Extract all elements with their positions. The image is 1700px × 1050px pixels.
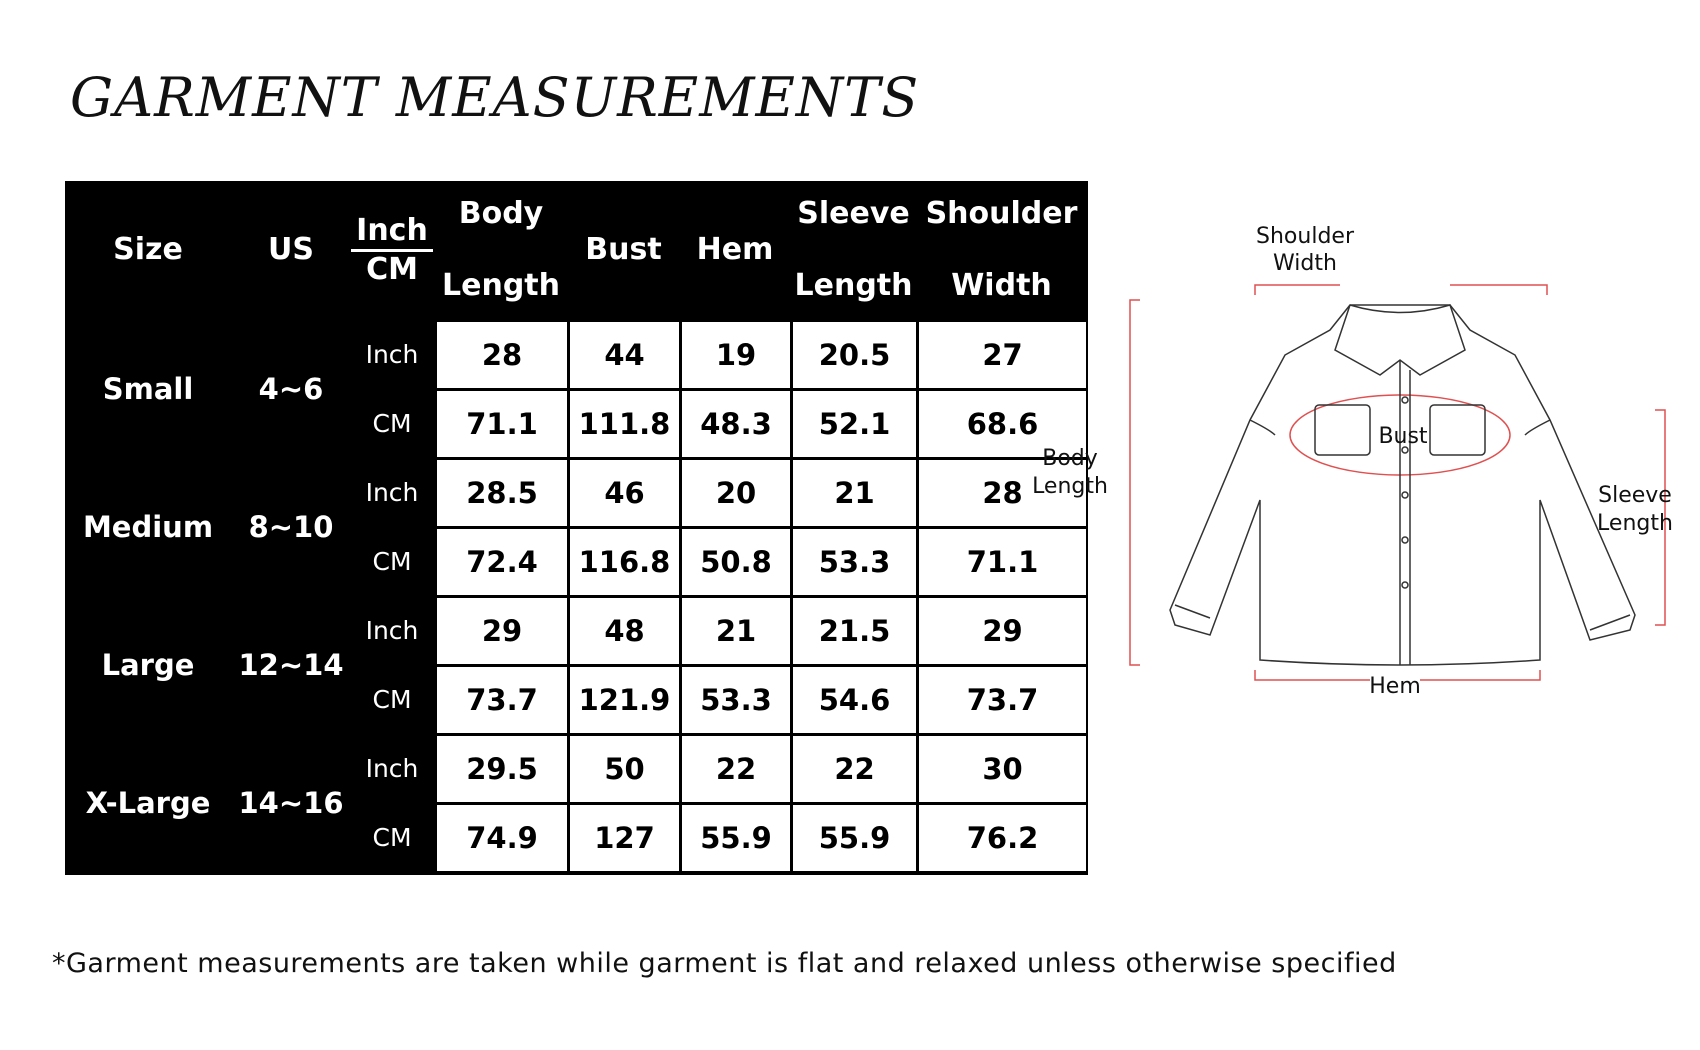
header-text: Width [951,268,1052,303]
measurement-cell: 22 [793,736,916,802]
measurement-cell: 55.9 [793,805,916,871]
measure-lines [1129,284,1666,681]
measurement-cell: 74.9 [437,805,567,871]
header-text: Size [113,232,183,267]
header-text: Length [794,268,913,303]
size-label: Large [101,648,195,683]
measurement-cell: 21 [682,598,790,664]
header-text: Body [458,196,544,231]
measurement-cell: 48 [570,598,679,664]
measurement-cell: 28 [437,322,567,388]
measurement-cell: 76.2 [919,805,1086,871]
measurement-cell: 44 [570,322,679,388]
column-header: Sleeve Length [792,181,915,319]
measurement-cell: 53.3 [682,667,790,733]
measurement-cell: 55.9 [682,805,790,871]
header-unit-cm: CM [366,251,418,287]
measurement-cell: 29.5 [437,736,567,802]
measurement-cell: 48.3 [682,391,790,457]
measurement-cell: 29 [919,598,1086,664]
header-unit-inch: Inch [351,213,433,252]
header-text: Sleeve [797,196,910,231]
unit-label: Inch [365,616,419,645]
size-label: Medium [82,510,214,545]
measurement-cell: 27 [919,322,1086,388]
shoulder-width-label-2: Width [1273,251,1337,276]
measurement-cell: 116.8 [570,529,679,595]
sleeve-length-label-2: Length [1597,511,1673,536]
measurement-cell: 68.6 [919,391,1086,457]
measurement-cell: 111.8 [570,391,679,457]
measurement-cell: 71.1 [437,391,567,457]
measurement-cell: 20 [682,460,790,526]
column-header: Hem [681,181,789,319]
measurement-cell: 54.6 [793,667,916,733]
footnote: *Garment measurements are taken while ga… [52,948,1397,979]
page-title: GARMENT MEASUREMENTS [70,66,920,129]
us-size-label: 14~16 [238,786,344,821]
bust-label: Bust [1378,424,1427,449]
measurement-cell: 21 [793,460,916,526]
header-text: US [268,232,314,267]
unit-label: CM [372,823,412,852]
measurement-cell: 73.7 [437,667,567,733]
measurement-cell: 121.9 [570,667,679,733]
column-header: Bust [569,181,678,319]
header-unit: Inch CM [351,181,433,319]
measurement-cell: 71.1 [919,529,1086,595]
measurement-cell: 46 [570,460,679,526]
header-text: Shoulder [925,196,1078,231]
unit-label: CM [372,547,412,576]
jacket-outline [1169,304,1636,666]
column-header: US [234,181,348,319]
body-length-label: Body [1042,446,1098,471]
measurement-cell: 72.4 [437,529,567,595]
unit-label: Inch [365,478,419,507]
measurement-cell: 28 [919,460,1086,526]
measurement-cell: 50.8 [682,529,790,595]
body-length-label-2: Length [1032,474,1108,499]
size-label: X-Large [85,786,211,821]
size-label: Small [102,372,194,407]
unit-label: CM [372,685,412,714]
unit-label: Inch [365,340,419,369]
column-header: Body Length [436,181,566,319]
sleeve-length-label: Sleeve [1598,483,1672,508]
shoulder-width-label: Shoulder [1256,224,1355,249]
unit-label: Inch [365,754,419,783]
header-text: Bust [585,232,662,267]
size-chart-table: Size US Inch CM Body Length Bust Hem Sleeve Lengt… [65,181,1088,875]
measurement-cell: 127 [570,805,679,871]
column-header: Shoulder Width [918,181,1085,319]
measurement-cell: 29 [437,598,567,664]
hem-label: Hem [1369,674,1421,699]
measurement-cell: 30 [919,736,1086,802]
measurement-cell: 20.5 [793,322,916,388]
measurement-cell: 19 [682,322,790,388]
header-text: Length [442,268,560,303]
jacket-diagram: Shoulder Width Body Length Sleeve Length… [1032,224,1673,699]
measurement-cell: 28.5 [437,460,567,526]
measurement-cell: 22 [682,736,790,802]
measurement-cell: 50 [570,736,679,802]
measurement-cell: 53.3 [793,529,916,595]
measurement-cell: 21.5 [793,598,916,664]
us-size-label: 4~6 [258,372,324,407]
unit-label: CM [372,409,412,438]
header-text: Hem [696,232,774,267]
measurement-cell: 52.1 [793,391,916,457]
us-size-label: 8~10 [248,510,334,545]
column-header: Size [65,181,231,319]
us-size-label: 12~14 [238,648,344,683]
measurement-cell: 73.7 [919,667,1086,733]
